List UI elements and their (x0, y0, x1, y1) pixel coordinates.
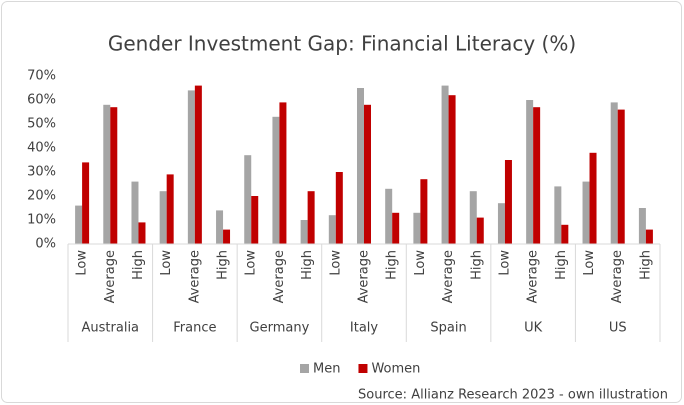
y-tick-label: 60% (27, 93, 56, 108)
bar (526, 100, 534, 244)
y-tick-label: 0% (35, 237, 56, 252)
bar (300, 220, 308, 244)
x-tick-label: High (216, 250, 231, 280)
bar (131, 181, 139, 244)
bar (617, 109, 625, 244)
bar (554, 186, 562, 244)
bar (279, 102, 287, 245)
bar (82, 162, 90, 244)
x-tick-label: Low (582, 250, 597, 276)
y-tick-label: 70% (27, 69, 56, 84)
x-tick-label: Low (75, 250, 90, 276)
bar (251, 196, 259, 244)
bar (307, 191, 315, 244)
y-tick-label: 50% (27, 117, 56, 132)
source-note: Source: Allianz Research 2023 - own illu… (358, 388, 668, 403)
x-tick-label: Low (328, 250, 343, 276)
group-label: France (173, 321, 216, 336)
y-tick-label: 40% (27, 141, 56, 156)
x-tick-label: Average (103, 250, 118, 303)
x-tick-label: High (469, 250, 484, 280)
x-tick-label: Average (357, 250, 372, 303)
x-tick-label: Average (526, 250, 541, 303)
bar (469, 191, 477, 244)
group-label: Germany (250, 321, 310, 336)
x-tick-label: Average (272, 250, 287, 303)
group-label: Italy (350, 321, 379, 336)
bar (610, 102, 618, 245)
x-tick-label: Low (497, 250, 512, 276)
bar (561, 224, 569, 244)
x-tick-label: High (554, 250, 569, 280)
bar (138, 222, 146, 244)
bar (497, 203, 505, 244)
bar (441, 85, 449, 244)
bar (244, 155, 252, 244)
bar (582, 181, 590, 244)
group-label: Australia (82, 321, 140, 336)
x-tick-label: Average (187, 250, 202, 303)
bar (272, 116, 280, 244)
y-tick-label: 30% (27, 165, 56, 180)
x-tick-label: Average (441, 250, 456, 303)
bar (335, 172, 343, 244)
bar (448, 95, 456, 244)
bar (420, 179, 428, 244)
x-tick-label: High (300, 250, 315, 280)
bar (103, 104, 111, 244)
y-tick-label: 20% (27, 189, 56, 204)
legend-label: Men (313, 362, 340, 377)
bar (216, 210, 224, 244)
x-tick-label: High (385, 250, 400, 280)
bar (223, 229, 231, 244)
group-label: UK (524, 321, 543, 336)
bar (364, 104, 371, 244)
bar (476, 217, 484, 244)
bar (110, 107, 118, 244)
chart-title: Gender Investment Gap: Financial Literac… (108, 32, 576, 56)
bar (187, 90, 195, 245)
legend-swatch (300, 364, 309, 373)
group-label: Spain (430, 321, 466, 336)
bar (504, 160, 512, 244)
group-label: US (609, 321, 627, 336)
x-tick-label: Low (413, 250, 428, 276)
x-tick-label: High (638, 250, 653, 280)
x-tick-label: Average (610, 250, 625, 303)
bar (589, 152, 597, 244)
x-tick-label: Low (244, 250, 259, 276)
bar (533, 107, 541, 244)
bar (194, 85, 202, 244)
y-tick-label: 10% (27, 213, 56, 228)
bar (638, 208, 646, 244)
bar (166, 174, 174, 244)
x-tick-label: Low (159, 250, 174, 276)
bar (385, 188, 393, 244)
bar (645, 229, 653, 244)
bar (413, 212, 421, 244)
bar (159, 191, 167, 244)
bar (328, 215, 336, 244)
x-tick-label: High (131, 250, 146, 280)
bar (357, 88, 364, 244)
bar (392, 212, 400, 244)
legend-label: Women (371, 362, 420, 377)
legend-swatch (358, 364, 368, 373)
bar (75, 205, 83, 244)
